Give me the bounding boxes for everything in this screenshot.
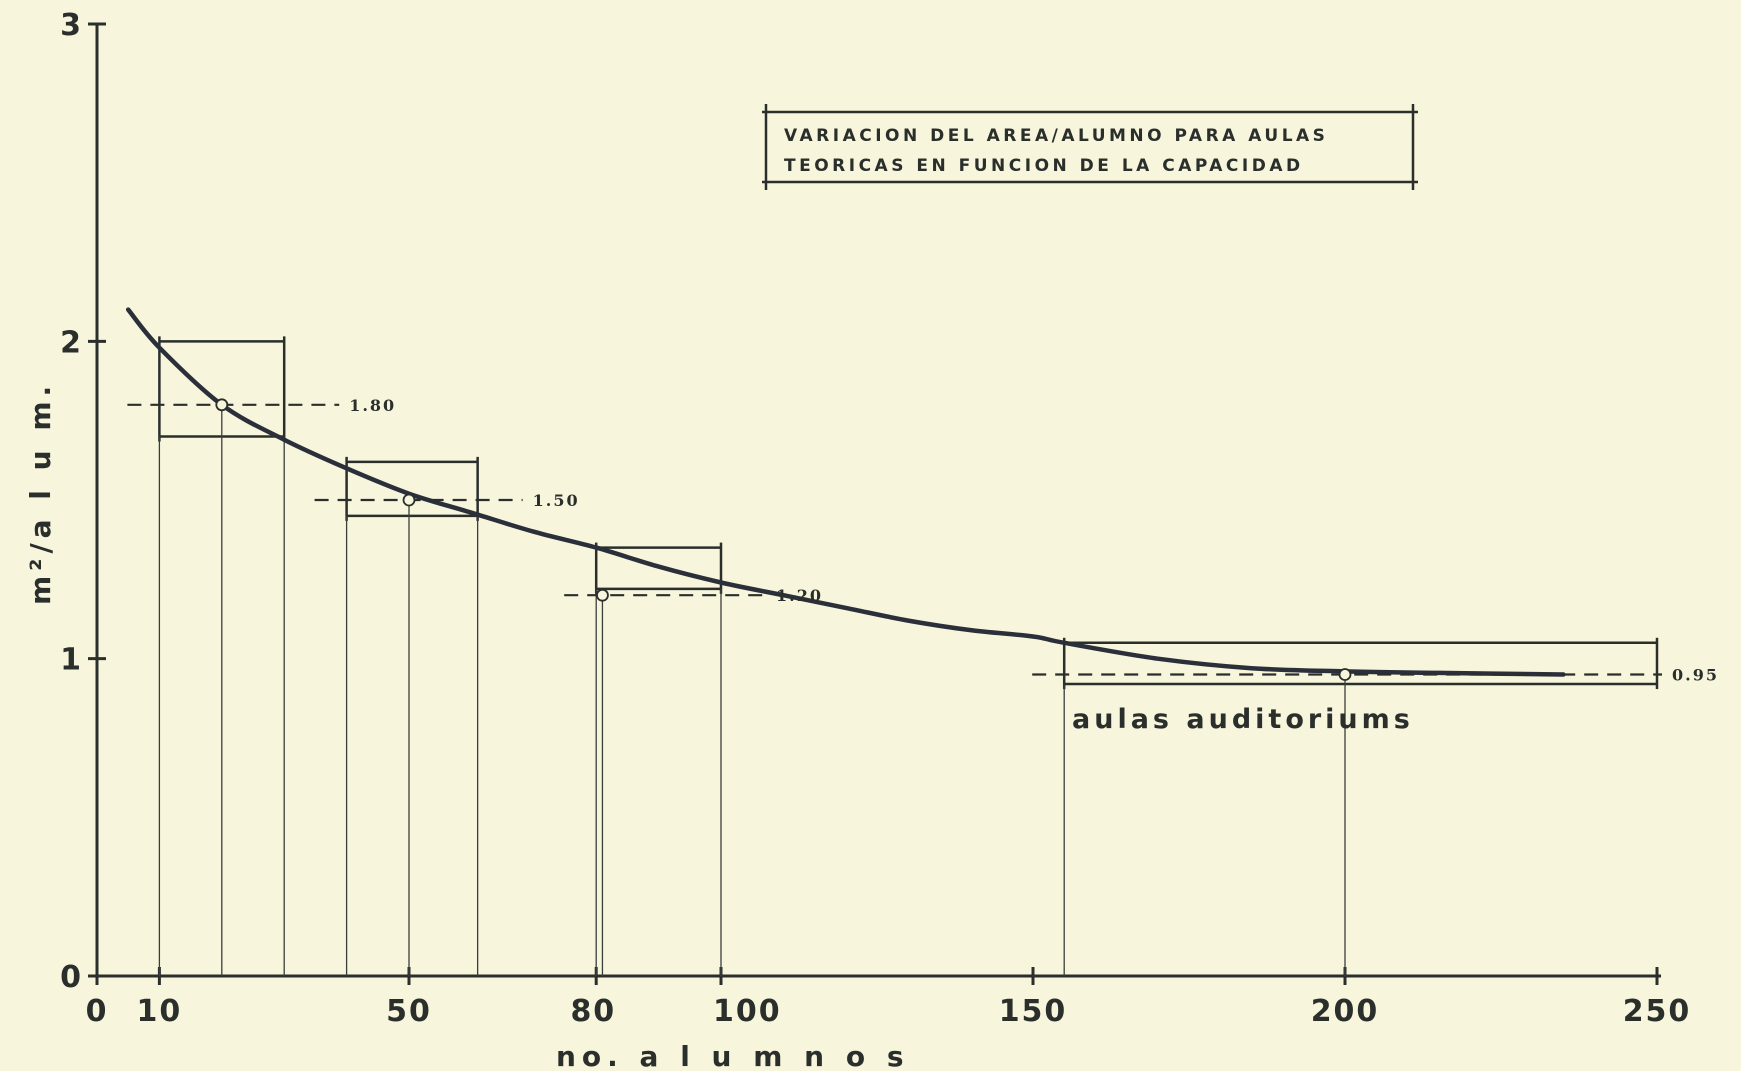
x-tick-label-150: 150: [999, 994, 1068, 1029]
y-tick-label-3: 3: [60, 8, 83, 43]
reference-point-1: [402, 493, 416, 507]
x-tick-label-10: 10: [137, 994, 183, 1029]
chart-title-box: VARIACION DEL AREA/ALUMNO PARA AULAS TEO…: [762, 104, 1418, 190]
x-tick-label-0: 0: [86, 994, 109, 1029]
x-tick-label-50: 50: [386, 994, 432, 1029]
range-boxes: [158, 336, 1659, 976]
reference-label-2: 1.20: [776, 586, 823, 605]
x-tick-label-100: 100: [713, 994, 782, 1029]
reference-label-3: 0.95: [1672, 666, 1719, 685]
x-tick-label-200: 200: [1311, 994, 1380, 1029]
x-axis-title: no. a l u m n o s: [556, 1040, 909, 1071]
reference-point-2: [596, 588, 609, 602]
x-tick-label-80: 80: [570, 994, 616, 1029]
y-tick-label-1: 1: [60, 643, 83, 678]
x-tick-label-250: 250: [1623, 994, 1692, 1029]
range-label-aulas-auditoriums: aulas auditoriums: [1072, 704, 1414, 735]
chart-title-line-1: VARIACION DEL AREA/ALUMNO PARA AULAS: [784, 126, 1328, 146]
reference-label-0: 1.80: [349, 396, 396, 415]
y-tick-label-2: 2: [60, 325, 83, 360]
reference-point-0: [215, 398, 229, 412]
reference-label-1: 1.50: [533, 491, 580, 510]
y-axis-title: m²/a l u m.: [24, 381, 57, 605]
reference-markers: 1.80 1.50 1.20 0.95: [127, 396, 1719, 976]
y-tick-label-0: 0: [60, 960, 83, 995]
axes: 0 10 50 80 100 150 200 250 0 1 2 3: [60, 8, 1692, 1029]
chart-title-line-2: TEORICAS EN FUNCION DE LA CAPACIDAD: [784, 156, 1304, 176]
reference-point-3: [1338, 668, 1352, 681]
area-per-student-curve: [125, 307, 1566, 677]
